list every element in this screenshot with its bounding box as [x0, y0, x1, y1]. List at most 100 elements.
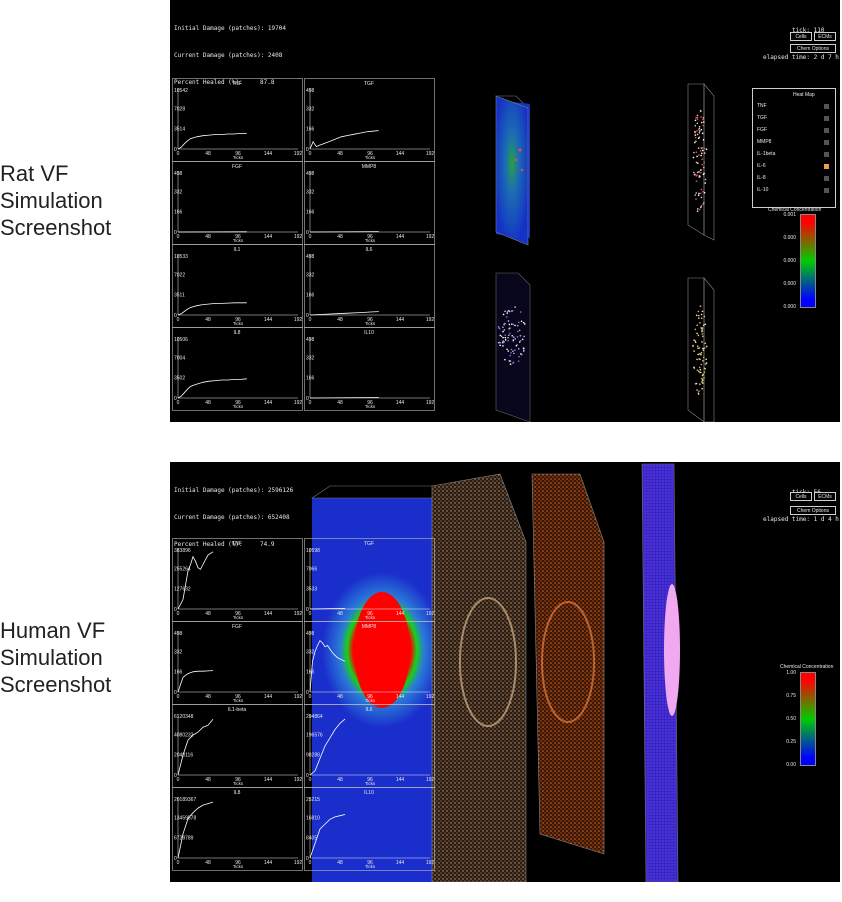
cell-point: [517, 347, 520, 350]
y-tick-label: 332: [306, 272, 315, 278]
y-tick-label: 498: [174, 631, 183, 637]
x-tick-label: 48: [337, 317, 343, 323]
heat-map-item[interactable]: TGF: [757, 115, 831, 123]
cell-point: [499, 334, 502, 337]
cell-point: [520, 353, 523, 356]
chem-options-button[interactable]: Chem Options: [790, 44, 836, 53]
x-tick-label: 0: [177, 151, 180, 157]
cell-point: [700, 147, 703, 149]
cell-point: [507, 350, 510, 352]
cell-point: [699, 358, 701, 361]
x-tick-label: 144: [396, 317, 405, 323]
series-line: [309, 718, 346, 776]
x-tick-label: 192: [294, 611, 303, 617]
heat-map-item[interactable]: MMP8: [757, 139, 831, 147]
heat-map-checkbox[interactable]: [824, 104, 829, 109]
cells-button[interactable]: Cells: [790, 492, 812, 501]
y-tick-label: 3502: [174, 376, 185, 382]
chem-options-button[interactable]: Chem Options: [790, 506, 836, 515]
cell-point: [700, 363, 703, 366]
cell-point: [702, 347, 704, 350]
heat-map-item[interactable]: IL-1beta: [757, 151, 831, 159]
cell-point: [701, 335, 704, 338]
x-axis-label: Ticks: [365, 404, 376, 409]
x-tick-label: 192: [426, 860, 435, 866]
ecms-button[interactable]: ECMs: [814, 32, 836, 41]
cell-point: [704, 342, 707, 345]
y-tick-label: 498: [306, 88, 315, 94]
cell-point: [700, 205, 703, 207]
x-tick-label: 96: [235, 611, 241, 617]
cell-point: [696, 369, 699, 371]
x-tick-label: 48: [337, 151, 343, 157]
cell-point: [694, 136, 697, 139]
x-axis-label: Ticks: [365, 238, 376, 243]
y-tick-label: 3533: [306, 587, 317, 593]
y-tick-label: 7004: [174, 355, 185, 361]
chart-title: IL1: [234, 247, 241, 253]
cell-point: [702, 124, 705, 127]
x-tick-label: 144: [396, 400, 405, 406]
heat-map-item[interactable]: IL-8: [757, 175, 831, 183]
cells-button[interactable]: Cells: [790, 32, 812, 41]
heat-map-item[interactable]: TNF: [757, 103, 831, 111]
heat-map-item-label: MMP8: [757, 139, 772, 145]
y-tick-label: 166: [306, 376, 315, 382]
x-tick-label: 192: [294, 400, 303, 406]
cell-point: [697, 147, 700, 149]
y-tick-label: 3514: [174, 127, 185, 133]
heat-map-checkbox[interactable]: [824, 128, 829, 133]
ecms-button[interactable]: ECMs: [814, 492, 836, 501]
heat-map-checkbox[interactable]: [824, 116, 829, 121]
cell-point: [522, 347, 525, 349]
cell-point: [699, 130, 701, 132]
cell-point: [704, 178, 707, 181]
cell-point: [692, 156, 695, 159]
y-tick-label: 0: [174, 773, 177, 779]
cell-point: [699, 150, 702, 152]
x-tick-label: 0: [309, 777, 312, 783]
chart-title: FGF: [232, 164, 242, 170]
heat-map-checkbox[interactable]: [824, 188, 829, 193]
y-tick-label: 166: [174, 670, 183, 676]
x-tick-label: 48: [205, 611, 211, 617]
rat-caption: Rat VF Simulation Screenshot: [0, 160, 160, 241]
cell-point: [702, 373, 705, 376]
y-tick-label: 0: [306, 396, 309, 402]
cell-point: [705, 345, 708, 348]
cell-point: [512, 361, 515, 363]
x-tick-label: 192: [426, 400, 435, 406]
cell-point: [694, 124, 697, 127]
cell-point: [700, 154, 702, 157]
colorbar-title: Chemical Concentration: [780, 664, 834, 670]
initial-damage: Initial Damage (patches): 19704: [174, 25, 286, 32]
cell-point: [699, 368, 702, 371]
heat-map-item[interactable]: FGF: [757, 127, 831, 135]
colorbar-tick-label: 0.50: [786, 716, 796, 722]
cell-point: [696, 133, 699, 136]
series-line: [177, 718, 214, 776]
cell-point: [502, 313, 505, 316]
rat-cell-volume: [495, 272, 531, 422]
x-tick-label: 48: [205, 234, 211, 240]
heat-map-checkbox[interactable]: [824, 140, 829, 145]
series-line: [309, 608, 346, 610]
cell-point: [700, 121, 703, 124]
cell-point: [698, 370, 700, 373]
percent-healed-value: 87.8: [260, 79, 275, 86]
heat-map-checkbox[interactable]: [824, 176, 829, 181]
heat-map-item[interactable]: IL-10: [757, 187, 831, 195]
cell-point: [511, 334, 514, 337]
series-line: [177, 302, 247, 316]
x-tick-label: 96: [367, 234, 373, 240]
x-tick-label: 96: [235, 694, 241, 700]
x-tick-label: 48: [337, 234, 343, 240]
heat-map-checkbox[interactable]: [824, 164, 829, 169]
x-tick-label: 0: [177, 234, 180, 240]
heat-map-item[interactable]: IL-6: [757, 163, 831, 171]
cell-point: [518, 355, 520, 358]
colorbar-tick-label: 0.00: [786, 762, 796, 768]
heat-map-checkbox[interactable]: [824, 152, 829, 157]
y-tick-label: 25215: [306, 797, 320, 803]
